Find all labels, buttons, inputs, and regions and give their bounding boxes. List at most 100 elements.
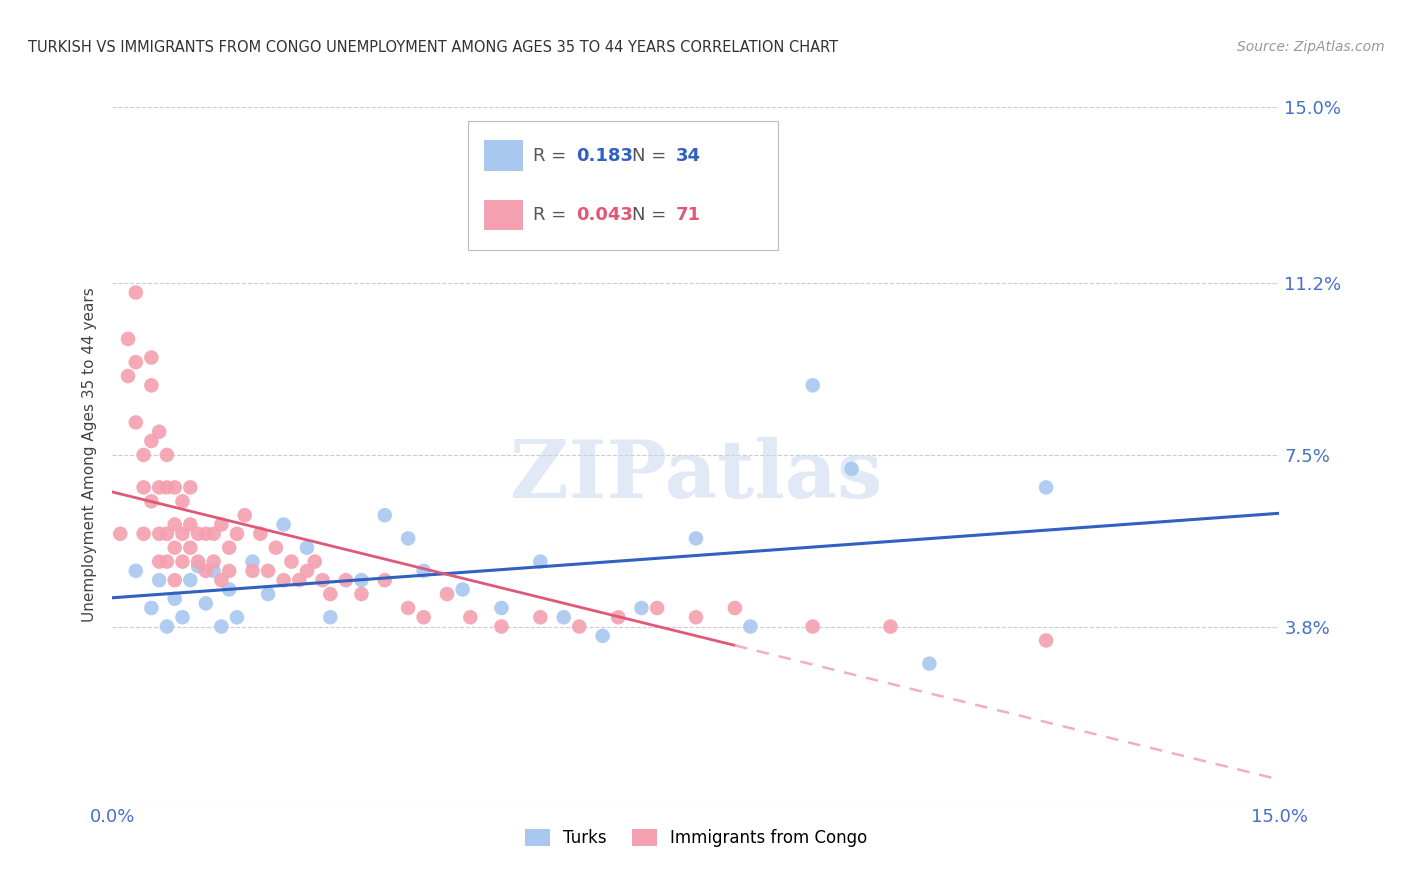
Point <box>801 378 824 392</box>
Point <box>1035 480 1057 494</box>
Point <box>226 526 249 541</box>
Text: 71: 71 <box>676 206 702 224</box>
Point <box>218 582 240 597</box>
Point <box>148 555 170 569</box>
Point <box>249 526 271 541</box>
Point <box>156 619 179 633</box>
Point <box>295 564 318 578</box>
Point <box>396 601 419 615</box>
Point <box>273 517 295 532</box>
Point <box>280 555 302 569</box>
Point <box>125 416 148 430</box>
Point <box>724 601 747 615</box>
FancyBboxPatch shape <box>484 140 523 171</box>
Point <box>491 619 513 633</box>
Point <box>172 555 194 569</box>
Point <box>202 555 225 569</box>
Text: TURKISH VS IMMIGRANTS FROM CONGO UNEMPLOYMENT AMONG AGES 35 TO 44 YEARS CORRELAT: TURKISH VS IMMIGRANTS FROM CONGO UNEMPLO… <box>28 40 838 55</box>
Point <box>187 555 209 569</box>
Point <box>172 610 194 624</box>
Point <box>350 573 373 587</box>
Text: N =: N = <box>631 147 672 165</box>
Point <box>879 619 901 633</box>
Point <box>117 369 139 384</box>
Point <box>141 378 163 392</box>
Point <box>132 448 155 462</box>
Point <box>288 573 311 587</box>
Point <box>179 573 201 587</box>
Point <box>491 601 513 615</box>
Point <box>163 591 186 606</box>
Point <box>125 285 148 300</box>
Point <box>242 555 264 569</box>
Point <box>233 508 256 523</box>
Text: Source: ZipAtlas.com: Source: ZipAtlas.com <box>1237 40 1385 54</box>
Y-axis label: Unemployment Among Ages 35 to 44 years: Unemployment Among Ages 35 to 44 years <box>82 287 97 623</box>
Point <box>350 587 373 601</box>
Point <box>209 573 232 587</box>
Point <box>132 480 155 494</box>
Point <box>179 517 201 532</box>
Point <box>1035 633 1057 648</box>
Point <box>630 601 652 615</box>
Point <box>295 541 318 555</box>
Point <box>194 596 217 610</box>
Point <box>194 564 217 578</box>
Point <box>209 517 232 532</box>
Point <box>319 610 342 624</box>
Point <box>436 587 458 601</box>
Legend: Turks, Immigrants from Congo: Turks, Immigrants from Congo <box>517 822 875 854</box>
Text: 0.183: 0.183 <box>576 147 633 165</box>
Point <box>148 573 170 587</box>
FancyBboxPatch shape <box>484 200 523 230</box>
Point <box>110 526 132 541</box>
Point <box>460 610 482 624</box>
Point <box>412 610 434 624</box>
Point <box>264 541 287 555</box>
Text: ZIPatlas: ZIPatlas <box>510 437 882 515</box>
Point <box>141 351 163 365</box>
Point <box>529 555 551 569</box>
Point <box>257 564 280 578</box>
Point <box>172 526 194 541</box>
Point <box>187 526 209 541</box>
Point <box>163 541 186 555</box>
Point <box>553 610 575 624</box>
Point <box>374 573 396 587</box>
Point <box>163 517 186 532</box>
Point <box>645 601 668 615</box>
Point <box>218 541 240 555</box>
Text: N =: N = <box>631 206 672 224</box>
Point <box>918 657 941 671</box>
Point <box>156 526 179 541</box>
Point <box>209 619 232 633</box>
Point <box>685 610 707 624</box>
Point <box>242 564 264 578</box>
Point <box>194 526 217 541</box>
Point <box>179 541 201 555</box>
Point <box>685 532 707 546</box>
Point <box>335 573 357 587</box>
Point <box>148 425 170 439</box>
Point <box>592 629 614 643</box>
Point <box>163 480 186 494</box>
Point <box>311 573 333 587</box>
Point <box>451 582 474 597</box>
Point <box>304 555 326 569</box>
Point <box>141 601 163 615</box>
Point <box>179 480 201 494</box>
Point <box>568 619 591 633</box>
Point <box>218 564 240 578</box>
Point <box>117 332 139 346</box>
Point <box>396 532 419 546</box>
Point <box>156 555 179 569</box>
Point <box>125 564 148 578</box>
Point <box>412 564 434 578</box>
Point <box>257 587 280 601</box>
Point <box>801 619 824 633</box>
Point <box>202 564 225 578</box>
Text: 34: 34 <box>676 147 702 165</box>
Point <box>148 480 170 494</box>
Point <box>319 587 342 601</box>
Point <box>125 355 148 369</box>
